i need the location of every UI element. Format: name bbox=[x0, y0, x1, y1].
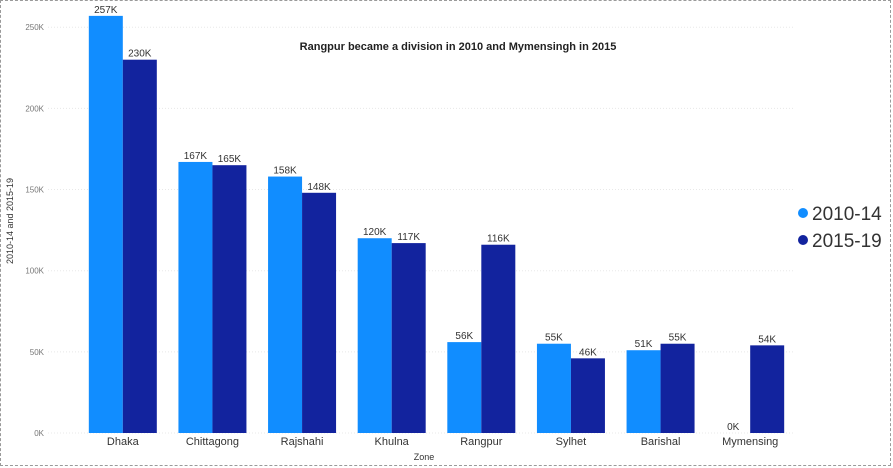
data-label: 116K bbox=[487, 234, 510, 245]
x-axis-title: Zone bbox=[414, 452, 435, 462]
x-category-label: Rajshahi bbox=[281, 436, 324, 448]
data-label: 54K bbox=[758, 334, 776, 345]
data-label: 0K bbox=[727, 422, 740, 433]
data-label: 257K bbox=[94, 5, 118, 16]
legend-label: 2010-14 bbox=[812, 204, 882, 225]
chart-title: Rangpur became a division in 2010 and My… bbox=[300, 41, 617, 53]
x-category-label: Dhaka bbox=[107, 436, 140, 448]
data-label: 167K bbox=[184, 151, 208, 162]
data-label: 120K bbox=[363, 227, 387, 238]
y-tick-label: 200K bbox=[25, 104, 44, 113]
bar-2015-19 bbox=[302, 192, 337, 433]
data-label: 56K bbox=[455, 331, 473, 342]
bar-2010-14 bbox=[268, 176, 303, 434]
data-label: 230K bbox=[128, 49, 152, 60]
data-label: 46K bbox=[579, 347, 597, 358]
legend-label: 2015-19 bbox=[812, 231, 882, 252]
x-category-label: Rangpur bbox=[460, 436, 503, 448]
bar-2010-14 bbox=[536, 343, 571, 433]
data-label: 148K bbox=[307, 182, 331, 193]
data-label: 158K bbox=[273, 166, 297, 177]
bar-2015-19 bbox=[570, 358, 605, 433]
data-label: 55K bbox=[545, 333, 563, 344]
bar-2015-19 bbox=[391, 243, 426, 433]
legend-marker bbox=[798, 235, 808, 245]
y-tick-label: 150K bbox=[25, 186, 44, 195]
x-category-label: Khulna bbox=[375, 436, 410, 448]
data-label: 117K bbox=[397, 232, 420, 243]
bar-2010-14 bbox=[178, 161, 213, 433]
data-label: 51K bbox=[635, 339, 653, 350]
x-category-label: Barishal bbox=[641, 436, 681, 448]
bar-2015-19 bbox=[122, 59, 157, 433]
bar-2015-19 bbox=[481, 244, 516, 433]
bar-2010-14 bbox=[447, 342, 482, 433]
y-tick-label: 50K bbox=[30, 348, 45, 357]
data-label: 165K bbox=[218, 154, 242, 165]
bars bbox=[88, 15, 785, 434]
bar-2015-19 bbox=[750, 345, 785, 433]
bar-2015-19 bbox=[212, 165, 247, 433]
bar-2010-14 bbox=[626, 350, 661, 433]
y-tick-label: 0K bbox=[34, 429, 44, 438]
data-label: 55K bbox=[669, 333, 687, 344]
data-labels: 257K 230K 167K 165K 158K 148K 120K 117K 56K 116K 5… bbox=[94, 5, 776, 433]
bar-2010-14 bbox=[88, 15, 123, 433]
x-axis-categories: Dhaka Chittagong Rajshahi Khulna Rangpur Sylh… bbox=[107, 436, 778, 448]
y-axis-title: 2010-14 and 2015-19 bbox=[5, 178, 15, 264]
x-category-label: Mymensing bbox=[722, 436, 778, 448]
x-category-label: Chittagong bbox=[186, 436, 239, 448]
legend: 2010-14 2015-19 bbox=[798, 204, 882, 252]
bar-2015-19 bbox=[660, 343, 695, 433]
y-tick-label: 250K bbox=[25, 23, 44, 32]
bar-2010-14 bbox=[357, 238, 392, 433]
legend-marker bbox=[798, 208, 808, 218]
x-category-label: Sylhet bbox=[556, 436, 587, 448]
y-tick-label: 100K bbox=[25, 267, 44, 276]
y-axis-ticks: 0K 50K 100K 150K 200K 250K bbox=[25, 23, 44, 438]
